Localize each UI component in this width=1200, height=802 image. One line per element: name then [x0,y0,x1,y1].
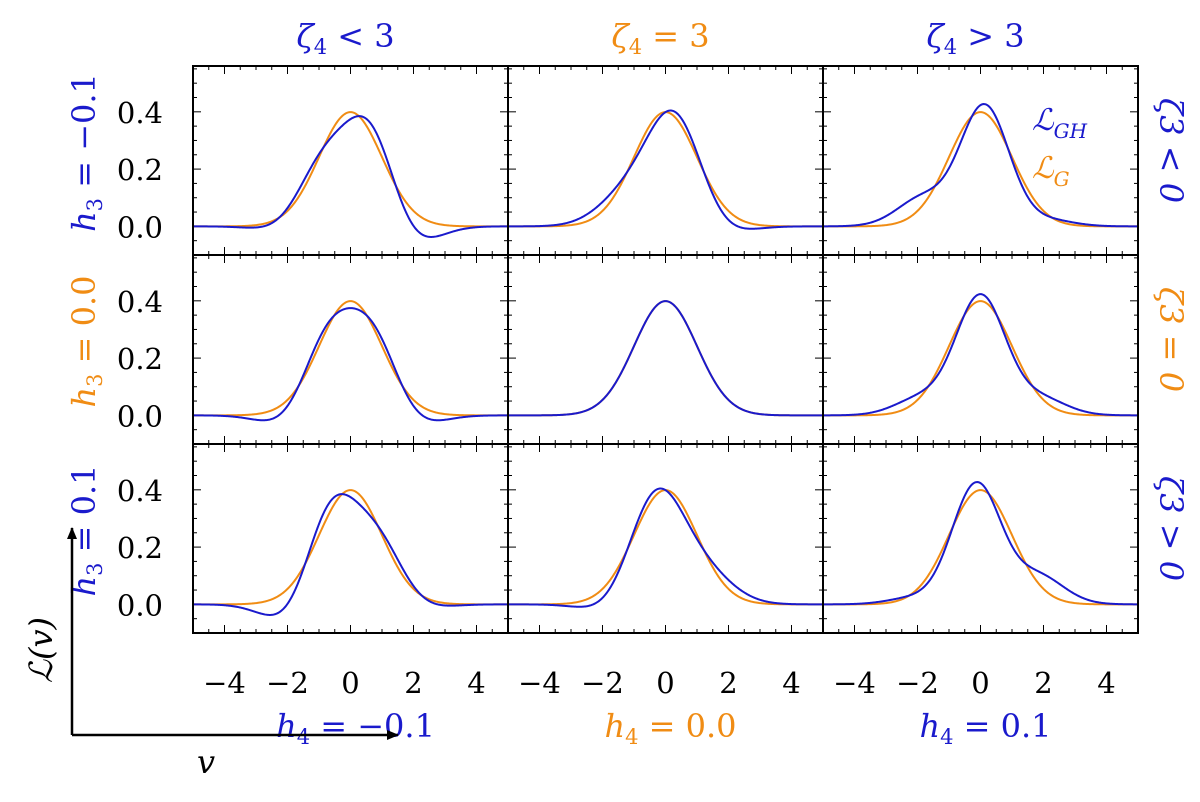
series-gaussian-line [508,489,823,606]
series-gaussian-line [508,111,823,228]
legend-entry: ℒG [1032,151,1070,191]
figure-labels: 0.0 0.2 0.4 0.0 0.2 0.4 0.0 0.2 0.4 −4 −2 0 2 4 −4 −2 0 2… [22,17,1190,781]
column-title: ζ4 = 3 [611,17,709,59]
axis-arrows [67,527,399,740]
row-label: h3 = 0.0 [65,275,107,407]
series-gauss-hermite-line [508,487,823,608]
x-tick-label: −2 [896,666,939,700]
panel-curves [823,481,1138,606]
panel-curves [508,109,823,230]
panel-curves [508,487,823,608]
panel-curves [823,293,1138,417]
series-gaussian-line [508,300,823,417]
panel-r2-c2 [822,443,1139,634]
panel-r1-c1 [507,254,824,445]
row-label: h3 = −0.1 [65,73,107,232]
y-tick-label: 0.2 [117,531,163,565]
x-tick-label: 0 [971,666,989,700]
series-gaussian-line [193,111,508,228]
y-tick-label: 0.2 [117,153,163,187]
x-tick-label: −4 [833,666,876,700]
panel-r2-c0 [192,443,509,634]
panel-r0-c2 [822,65,1139,256]
y-tick-label: 0.4 [117,96,163,130]
series-gaussian-line [823,300,1138,417]
panel-r0-c1 [507,65,824,256]
panel-curves [823,103,1138,228]
panel-curves [508,300,823,417]
x-tick-label: −2 [266,666,309,700]
y-tick-label: 0.4 [117,474,163,508]
series-gauss-hermite-line [508,109,823,230]
series-gaussian-line [193,300,508,417]
column-title: ζ4 < 3 [296,17,394,59]
panel-r1-c2 [822,254,1139,445]
right-label: ζ3 = 0 [1152,287,1190,392]
x-tick-label: 2 [404,666,422,700]
panel-r1-c0 [192,254,509,445]
series-gauss-hermite-line [823,293,1138,417]
y-tick-label: 0.4 [117,285,163,319]
panel-curves [193,300,508,422]
x-tick-label: 4 [1097,666,1115,700]
panel-curves [193,489,508,616]
x-tick-label: 2 [1034,666,1052,700]
x-tick-label: 4 [467,666,485,700]
x-tick-label: 2 [719,666,737,700]
x-tick-label: −2 [581,666,624,700]
x-tick-label: 0 [656,666,674,700]
series-gauss-hermite-line [193,493,508,616]
bottom-label: h4 = −0.1 [276,707,435,749]
series-gaussian-line [193,489,508,606]
x-tick-label: 0 [341,666,359,700]
right-label: ζ3 > 0 [1152,476,1190,581]
bottom-label: h4 = 0.1 [919,707,1051,749]
y-tick-label: 0.0 [117,210,163,244]
series-gauss-hermite-line [508,300,823,417]
panel-r0-c0 [192,65,509,256]
x-axis-label: v [197,743,215,781]
panel-r2-c1 [507,443,824,634]
series-gaussian-line [823,489,1138,606]
series-gauss-hermite-line [823,103,1138,228]
y-tick-label: 0.0 [117,588,163,622]
legend-entry: ℒGH [1032,103,1088,143]
panel-curves [193,111,508,238]
series-gaussian-line [823,111,1138,228]
x-tick-label: 4 [782,666,800,700]
series-gauss-hermite-line [193,307,508,422]
bottom-label: h4 = 0.0 [604,707,736,749]
x-tick-label: −4 [203,666,246,700]
y-tick-label: 0.0 [117,399,163,433]
y-tick-label: 0.2 [117,342,163,376]
series-gauss-hermite-line [823,481,1138,606]
panel-grid [192,65,1139,634]
column-title: ζ4 > 3 [926,17,1024,59]
panel-frame [822,443,1139,634]
right-label: ζ3 < 0 [1152,98,1190,203]
y-axis-label: ℒ(v) [22,617,60,683]
x-tick-label: −4 [518,666,561,700]
series-gauss-hermite-line [193,115,508,238]
